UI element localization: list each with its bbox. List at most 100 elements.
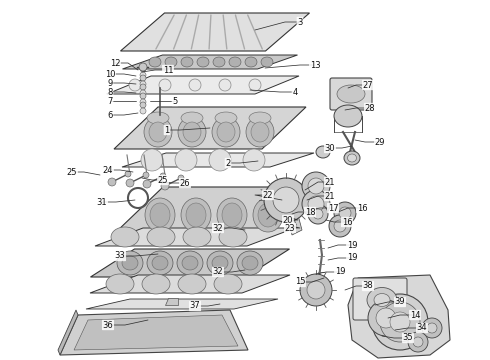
FancyBboxPatch shape bbox=[330, 78, 372, 110]
Text: 2: 2 bbox=[225, 158, 231, 167]
Ellipse shape bbox=[149, 57, 161, 67]
Text: 12: 12 bbox=[110, 59, 120, 68]
Ellipse shape bbox=[207, 251, 233, 275]
Ellipse shape bbox=[197, 57, 209, 67]
Ellipse shape bbox=[258, 203, 278, 227]
Circle shape bbox=[129, 79, 141, 91]
Text: 6: 6 bbox=[107, 111, 113, 120]
Circle shape bbox=[141, 149, 163, 171]
Ellipse shape bbox=[217, 122, 235, 142]
Ellipse shape bbox=[186, 203, 206, 227]
Ellipse shape bbox=[249, 112, 271, 124]
Ellipse shape bbox=[142, 274, 170, 294]
Text: 26: 26 bbox=[180, 179, 190, 188]
Ellipse shape bbox=[122, 256, 138, 270]
Polygon shape bbox=[115, 187, 315, 233]
Circle shape bbox=[339, 207, 351, 219]
Ellipse shape bbox=[229, 57, 241, 67]
Ellipse shape bbox=[147, 112, 169, 124]
Polygon shape bbox=[121, 13, 310, 51]
Text: 39: 39 bbox=[394, 297, 405, 306]
Circle shape bbox=[313, 209, 323, 219]
Ellipse shape bbox=[111, 227, 139, 247]
Text: 32: 32 bbox=[213, 224, 223, 233]
Circle shape bbox=[413, 337, 423, 347]
Text: 8: 8 bbox=[107, 87, 113, 96]
Circle shape bbox=[329, 215, 351, 237]
Ellipse shape bbox=[183, 122, 201, 142]
Ellipse shape bbox=[178, 117, 206, 147]
Circle shape bbox=[300, 274, 332, 306]
Polygon shape bbox=[122, 153, 314, 167]
Text: 28: 28 bbox=[365, 104, 375, 113]
Ellipse shape bbox=[182, 256, 198, 270]
Text: 35: 35 bbox=[403, 333, 413, 342]
Circle shape bbox=[161, 182, 169, 190]
Text: 24: 24 bbox=[103, 166, 113, 175]
Text: 27: 27 bbox=[363, 81, 373, 90]
Circle shape bbox=[108, 178, 116, 186]
Ellipse shape bbox=[251, 122, 269, 142]
Circle shape bbox=[308, 204, 328, 224]
Circle shape bbox=[376, 308, 396, 328]
Text: 38: 38 bbox=[363, 282, 373, 291]
Text: 30: 30 bbox=[325, 144, 335, 153]
Polygon shape bbox=[288, 215, 302, 235]
FancyBboxPatch shape bbox=[353, 278, 407, 320]
Text: 11: 11 bbox=[163, 66, 173, 75]
Text: 14: 14 bbox=[410, 310, 420, 320]
Circle shape bbox=[160, 173, 166, 179]
Circle shape bbox=[243, 149, 265, 171]
Text: 1: 1 bbox=[164, 126, 170, 135]
Ellipse shape bbox=[316, 146, 330, 158]
Text: 15: 15 bbox=[295, 278, 305, 287]
Ellipse shape bbox=[181, 57, 193, 67]
Circle shape bbox=[219, 79, 231, 91]
Circle shape bbox=[140, 66, 146, 72]
Circle shape bbox=[140, 84, 146, 90]
Circle shape bbox=[334, 202, 356, 224]
Text: 20: 20 bbox=[283, 216, 293, 225]
Circle shape bbox=[140, 108, 146, 114]
Ellipse shape bbox=[334, 105, 362, 127]
Text: 37: 37 bbox=[190, 302, 200, 310]
Ellipse shape bbox=[165, 57, 177, 67]
Text: 19: 19 bbox=[347, 240, 357, 249]
Polygon shape bbox=[122, 55, 297, 69]
Text: 25: 25 bbox=[67, 167, 77, 176]
Ellipse shape bbox=[215, 112, 237, 124]
Text: 9: 9 bbox=[107, 78, 113, 87]
Polygon shape bbox=[114, 107, 306, 149]
Circle shape bbox=[334, 220, 346, 232]
Circle shape bbox=[308, 196, 324, 212]
Polygon shape bbox=[165, 298, 178, 305]
Circle shape bbox=[249, 79, 261, 91]
Ellipse shape bbox=[150, 203, 170, 227]
Polygon shape bbox=[74, 315, 238, 350]
Polygon shape bbox=[91, 249, 290, 277]
Polygon shape bbox=[348, 275, 450, 358]
Circle shape bbox=[143, 180, 151, 188]
Text: 4: 4 bbox=[293, 87, 297, 96]
Text: 33: 33 bbox=[115, 252, 125, 261]
Ellipse shape bbox=[242, 256, 258, 270]
Ellipse shape bbox=[213, 57, 225, 67]
Circle shape bbox=[264, 178, 308, 222]
Ellipse shape bbox=[222, 203, 242, 227]
Text: 7: 7 bbox=[107, 96, 113, 105]
Ellipse shape bbox=[367, 288, 397, 312]
Ellipse shape bbox=[246, 117, 274, 147]
Circle shape bbox=[178, 175, 184, 181]
Circle shape bbox=[159, 79, 171, 91]
Circle shape bbox=[273, 187, 299, 213]
Circle shape bbox=[140, 75, 146, 81]
Circle shape bbox=[422, 318, 442, 338]
Circle shape bbox=[302, 172, 330, 200]
Circle shape bbox=[140, 93, 146, 99]
Ellipse shape bbox=[253, 198, 283, 232]
Circle shape bbox=[368, 300, 404, 336]
Circle shape bbox=[427, 323, 437, 333]
Text: 17: 17 bbox=[328, 203, 338, 212]
Text: 25: 25 bbox=[158, 176, 168, 185]
Circle shape bbox=[125, 171, 131, 177]
